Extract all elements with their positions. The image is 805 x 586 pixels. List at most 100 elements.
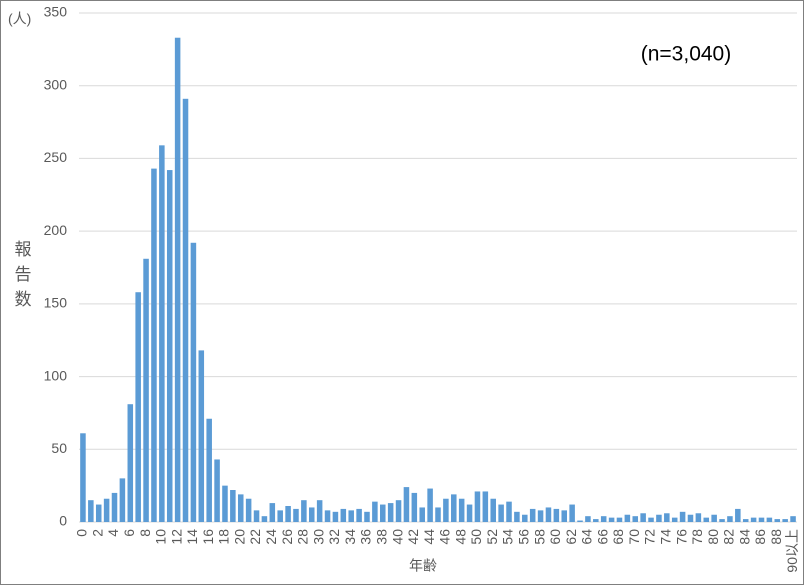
bar: [498, 504, 504, 522]
x-tick-label: 70: [626, 529, 642, 545]
x-tick-label: 8: [137, 529, 153, 537]
y-tick-label: 250: [44, 149, 68, 165]
bar: [443, 498, 449, 522]
x-tick-label: 58: [531, 529, 547, 545]
x-tick-label: 40: [389, 529, 405, 545]
x-tick-label: 76: [673, 529, 689, 545]
x-tick-label: 26: [279, 529, 295, 545]
x-tick-label: 18: [216, 529, 232, 545]
bar: [750, 517, 757, 522]
bar: [561, 510, 568, 522]
x-tick-label: 44: [421, 529, 437, 545]
bar: [372, 501, 378, 522]
x-tick-label: 46: [437, 529, 453, 545]
x-tick-label: 56: [515, 529, 531, 545]
bar: [332, 511, 339, 522]
y-tick-label: 50: [51, 440, 67, 456]
x-tick-label: 52: [484, 529, 500, 545]
x-axis-label: 年齢: [409, 558, 437, 574]
bar: [230, 490, 236, 522]
bar: [182, 98, 189, 522]
bar: [774, 519, 781, 522]
bar: [119, 478, 126, 522]
bar: [261, 516, 268, 522]
bar: [608, 517, 615, 522]
bar: [640, 513, 646, 522]
annotation: (n=3,040): [641, 43, 731, 66]
bar: [616, 517, 623, 522]
bar: [135, 292, 141, 522]
bar: [206, 418, 212, 522]
x-tick-label: 4: [105, 529, 121, 537]
bar: [340, 508, 347, 522]
bar: [624, 514, 631, 522]
bar: [458, 498, 465, 522]
y-tick-label: 100: [44, 367, 68, 383]
bar: [600, 516, 607, 522]
bar: [364, 511, 370, 522]
bar: [758, 517, 765, 522]
y-tick-label: 150: [44, 295, 68, 311]
bar: [742, 519, 749, 522]
bar: [293, 508, 299, 522]
bar: [151, 168, 157, 522]
x-tick-label: 78: [689, 529, 705, 545]
bar: [277, 510, 283, 522]
bar: [719, 519, 725, 522]
bar: [190, 242, 197, 522]
bar: [735, 508, 741, 522]
bar: [545, 507, 552, 522]
bar: [380, 504, 386, 522]
bar: [111, 492, 118, 522]
x-tick-label: 24: [263, 529, 279, 545]
x-tick-label: 80: [705, 529, 721, 545]
x-tick-label: 28: [295, 529, 311, 545]
x-tick-label: 32: [326, 529, 342, 545]
x-tick-label: 60: [547, 529, 563, 545]
bar: [237, 494, 244, 522]
bar: [664, 513, 670, 522]
bar: [435, 507, 441, 522]
bar: [308, 507, 315, 522]
bar: [585, 516, 591, 522]
bar: [632, 516, 639, 522]
x-tick-label: 14: [184, 529, 200, 545]
bar: [474, 491, 481, 522]
x-tick-label: 22: [247, 529, 263, 545]
x-tick-label: 54: [500, 529, 516, 545]
bar: [269, 503, 276, 522]
bar: [403, 487, 410, 522]
x-tick-label: 66: [594, 529, 610, 545]
x-tick-label: 42: [405, 529, 421, 545]
bar: [695, 513, 702, 522]
bar: [214, 459, 220, 522]
bar: [466, 504, 473, 522]
x-tick-label: 16: [200, 529, 216, 545]
bar: [174, 37, 181, 522]
bar: [301, 500, 307, 522]
bar: [482, 491, 489, 522]
bar: [387, 503, 394, 522]
bar: [687, 514, 694, 522]
bar: [490, 498, 496, 522]
bar: [103, 498, 110, 522]
bar: [593, 519, 599, 522]
x-tick-label: 90以上: [784, 529, 800, 573]
bar: [577, 520, 583, 522]
bar: [80, 433, 86, 522]
bar: [727, 516, 733, 522]
bar: [285, 506, 291, 522]
bar: [253, 510, 260, 522]
x-tick-label: 6: [121, 529, 137, 537]
bar: [529, 508, 536, 522]
bar: [569, 504, 575, 522]
bar: [411, 492, 418, 522]
bar: [127, 404, 134, 522]
x-tick-label: 84: [736, 529, 752, 545]
y-axis-label: 報告数: [12, 240, 32, 315]
bar: [782, 519, 788, 522]
bar: [348, 510, 354, 522]
bar: [451, 494, 457, 522]
bar: [143, 258, 149, 522]
